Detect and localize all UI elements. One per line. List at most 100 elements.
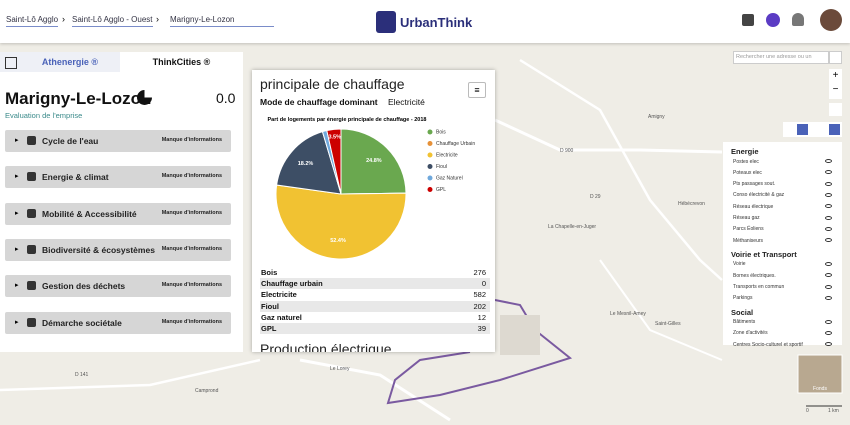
map-label: Hébécrevon [678,201,705,207]
row-label: Fioul [261,301,279,311]
section[interactable]: ▸ Gestion des déchets Manque d'information… [5,275,231,298]
layer-group[interactable]: Energie [731,147,759,156]
scale-label: 1 km [828,408,839,414]
layers-icon[interactable] [742,14,754,26]
road [0,358,261,392]
section[interactable]: ▸ Cycle de l'eau Manque d'informations [5,130,231,152]
pie-slice [275,184,407,260]
legend-label: Chauffage Urbain [436,141,475,147]
section-icon [27,172,36,182]
visibility-toggle[interactable] [825,192,832,197]
visibility-toggle[interactable] [825,284,832,289]
section-icon [27,317,36,327]
section[interactable]: ▸ Démarche sociétale Manque d'informations [5,311,231,334]
section-status: Manque d'informations [161,173,222,180]
layer-item: Conso électricité & gaz [733,192,785,199]
breadcrumb-select[interactable]: Marigny-Le-Lozon [170,15,274,27]
breadcrumb[interactable]: Saint-Lô Agglo - Ouest [72,15,153,27]
logo-icon [376,11,396,33]
mode-label: Mode de chauffage dominant [260,97,378,107]
section-name: Energie & climat [42,172,109,183]
legend-label: GPL [436,187,446,193]
slice-label: 24.8% [366,158,382,164]
visibility-toggle[interactable] [825,295,832,300]
section-status: Manque d'informations [161,282,222,289]
table-row: Gaz naturel 12 [260,311,490,323]
title: Marigny-Le-Lozon [5,89,152,108]
visibility-toggle[interactable] [825,204,832,209]
legend-swatch [427,175,433,181]
header: Saint-Lô Agglo › Saint-Lô Agglo - Ouest … [0,0,850,43]
map-label: D 141 [75,372,89,378]
tab-active[interactable]: ThinkCities ® [120,52,243,72]
table-row: Bois 276 [260,267,490,278]
row-value: 582 [473,290,486,300]
visibility-toggle[interactable] [825,342,832,347]
section-status: Manque d'informations [161,245,222,252]
road [299,358,451,422]
layer-item: Pts passages sout. [733,181,776,188]
layer-item: Centres Socio-culturel et sportif [733,341,803,348]
zoom-controls[interactable]: + − [829,69,842,99]
row-value: 202 [473,301,486,311]
visibility-toggle[interactable] [825,181,832,186]
section[interactable]: ▸ Biodiversité & écosystèmes Manque d'info… [5,238,231,261]
visibility-toggle[interactable] [825,226,832,231]
arrow: ▸ [15,318,19,326]
section-icon [27,136,36,145]
slice-label: 18.2% [298,161,314,167]
compass[interactable] [829,103,842,116]
visibility-toggle[interactable] [825,159,832,163]
row-label: Bois [261,268,278,277]
arrow: ▸ [15,245,19,253]
section[interactable]: ▸ Mobilité & Accessibilité Manque d'inform… [5,202,231,225]
breadcrumb[interactable]: Saint-Lô Agglo [6,15,59,27]
avatar[interactable] [820,9,842,31]
visibility-toggle[interactable] [825,215,832,220]
table-row: Chauffage urbain 0 [260,278,490,290]
help-icon[interactable] [766,13,780,27]
search-button[interactable] [829,51,842,64]
road [494,118,723,154]
section-icon [27,281,36,291]
visibility-toggle[interactable] [825,238,832,243]
visibility-toggle[interactable] [825,319,832,324]
layer-item: Parkings [733,295,753,302]
visibility-toggle[interactable] [825,170,832,175]
layer-item: Réseau gaz [733,215,760,221]
pie-slice [276,131,342,195]
layer-button[interactable] [829,124,840,135]
visibility-toggle[interactable] [825,273,832,278]
map-label: D 900 [560,148,574,154]
visibility-toggle[interactable] [825,261,832,266]
legend-swatch [427,129,433,135]
chevron: › [62,14,65,24]
map-label: D 29 [590,194,601,200]
section-name: Gestion des déchets [42,281,126,292]
road [599,259,723,361]
section-name: Cycle de l'eau [42,136,99,146]
search-input[interactable]: Rechercher une adresse ou un [733,51,829,64]
row-label: Gaz naturel [261,312,302,322]
collapse-icon[interactable] [5,57,17,69]
tab[interactable]: Athenergie ® [41,57,99,67]
pie-chart: Part de logements par énergie principale… [268,117,475,260]
map-label: La Chapelle-en-Juger [548,224,596,230]
layer-group[interactable]: Social [731,307,754,317]
menu-button[interactable]: ≡ [468,82,486,98]
pie-slice [340,128,407,195]
minimap[interactable] [797,354,843,394]
subtitle: Evaluation de l'emprise [5,111,83,120]
arrow: ▸ [15,137,19,144]
pie-slice [326,128,342,195]
visibility-toggle[interactable] [825,330,832,335]
road [519,58,723,281]
bell-icon[interactable] [792,13,804,26]
layer-group[interactable]: Voirie et Transport [731,249,797,259]
section-icon [27,208,36,218]
section[interactable]: ▸ Energie & climat Manque d'informations [5,166,231,189]
map-label: Le Lorey [330,366,350,372]
layer-button[interactable] [797,124,808,135]
score: 0.0 [216,90,236,106]
section-name: Démarche sociétale [42,317,122,328]
